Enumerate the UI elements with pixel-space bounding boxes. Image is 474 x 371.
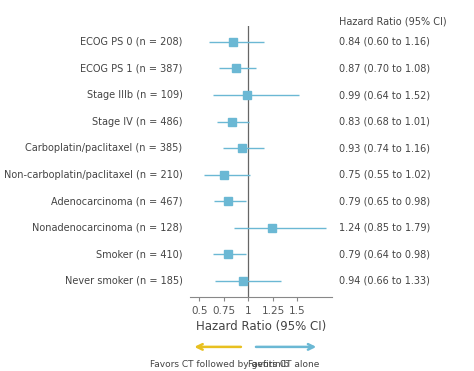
Text: Non-carboplatin/paclitaxel (n = 210): Non-carboplatin/paclitaxel (n = 210) [4,170,182,180]
Text: Carboplatin/paclitaxel (n = 385): Carboplatin/paclitaxel (n = 385) [26,143,182,153]
Text: 0.79 (0.64 to 0.98): 0.79 (0.64 to 0.98) [339,249,430,259]
Text: 1.24 (0.85 to 1.79): 1.24 (0.85 to 1.79) [339,223,430,233]
Text: 0.99 (0.64 to 1.52): 0.99 (0.64 to 1.52) [339,90,430,100]
Text: 0.84 (0.60 to 1.16): 0.84 (0.60 to 1.16) [339,37,430,47]
Text: Favors CT followed by gefitinib: Favors CT followed by gefitinib [150,360,290,369]
Text: Never smoker (n = 185): Never smoker (n = 185) [64,276,182,286]
Text: 0.75 (0.55 to 1.02): 0.75 (0.55 to 1.02) [339,170,430,180]
Text: 0.83 (0.68 to 1.01): 0.83 (0.68 to 1.01) [339,116,430,127]
Text: ECOG PS 1 (n = 387): ECOG PS 1 (n = 387) [80,63,182,73]
Text: ECOG PS 0 (n = 208): ECOG PS 0 (n = 208) [80,37,182,47]
Text: Smoker (n = 410): Smoker (n = 410) [96,249,182,259]
Text: Favors CT alone: Favors CT alone [248,360,319,369]
Text: 0.94 (0.66 to 1.33): 0.94 (0.66 to 1.33) [339,276,430,286]
Text: 0.93 (0.74 to 1.16): 0.93 (0.74 to 1.16) [339,143,430,153]
X-axis label: Hazard Ratio (95% CI): Hazard Ratio (95% CI) [196,320,326,333]
Text: Hazard Ratio (95% CI): Hazard Ratio (95% CI) [339,16,447,26]
Text: Stage IIIb (n = 109): Stage IIIb (n = 109) [87,90,182,100]
Text: Adenocarcinoma (n = 467): Adenocarcinoma (n = 467) [51,196,182,206]
Text: Nonadenocarcinoma (n = 128): Nonadenocarcinoma (n = 128) [32,223,182,233]
Text: 0.79 (0.65 to 0.98): 0.79 (0.65 to 0.98) [339,196,430,206]
Text: Stage IV (n = 486): Stage IV (n = 486) [92,116,182,127]
Text: 0.87 (0.70 to 1.08): 0.87 (0.70 to 1.08) [339,63,430,73]
